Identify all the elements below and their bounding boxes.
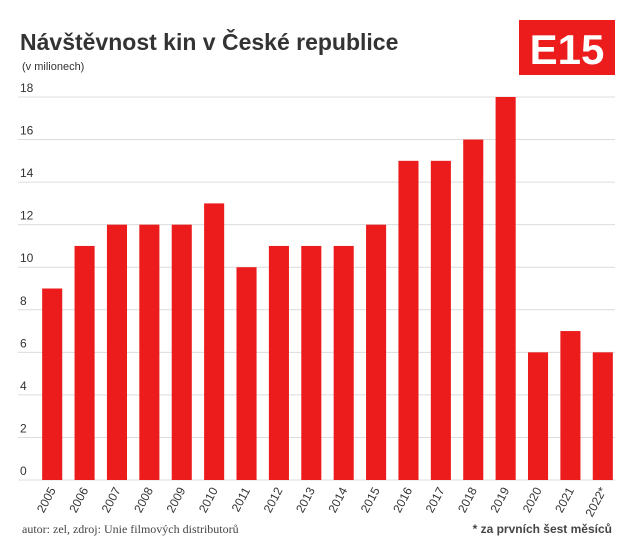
bar [495,97,516,480]
x-tick-label: 2011 [229,485,254,515]
bar [171,224,192,480]
y-tick-label: 0 [20,464,27,478]
x-tick-label: 2017 [423,485,448,515]
y-tick-label: 14 [20,166,34,180]
y-tick-label: 18 [20,81,34,95]
logo: E15 [530,26,605,73]
x-tick-label: 2008 [131,485,156,515]
x-tick-label: 2009 [164,485,189,515]
bar [268,245,289,480]
bar [74,245,95,480]
y-tick-label: 8 [20,294,27,308]
x-tick-label: 2012 [261,485,286,515]
y-tick-label: 12 [20,209,34,223]
x-tick-label: 2021 [552,485,577,515]
bar [366,224,387,480]
bar [398,160,419,481]
logo-box [519,20,615,75]
bar [333,245,354,480]
x-tick-label: 2005 [34,485,59,515]
bar [204,203,225,480]
chart-title: Návštěvnost kin v České republice [20,28,398,55]
y-tick-label: 4 [20,379,27,393]
bar [430,160,451,481]
x-tick-label: 2010 [196,485,221,515]
y-tick-label: 2 [20,421,27,435]
bar [236,267,257,480]
bar [42,288,63,480]
x-tick-label: 2022* [582,485,609,520]
note: * za prvních šest měsíců [473,522,612,536]
x-tick-label: 2013 [293,485,318,515]
bar [527,352,549,480]
x-tick-label: 2019 [487,485,512,515]
chart-subtitle: (v milionech) [22,61,84,73]
x-tick-label: 2016 [390,485,415,515]
source: autor: zel, zdroj: Unie filmových distri… [22,522,239,536]
bar [463,139,484,481]
x-tick-label: 2020 [520,485,545,515]
x-tick-label: 2007 [99,485,124,515]
bar [592,352,613,480]
x-tick-label: 2015 [358,485,383,515]
bar [139,224,160,480]
x-tick-label: 2006 [66,485,91,515]
x-tick-label: 2018 [455,485,480,515]
bar [301,245,322,480]
x-tick-label: 2014 [325,485,350,515]
y-tick-label: 6 [20,336,27,350]
bar [106,224,128,480]
y-tick-label: 10 [20,251,34,265]
bar [560,331,581,480]
y-tick-label: 16 [20,124,34,138]
